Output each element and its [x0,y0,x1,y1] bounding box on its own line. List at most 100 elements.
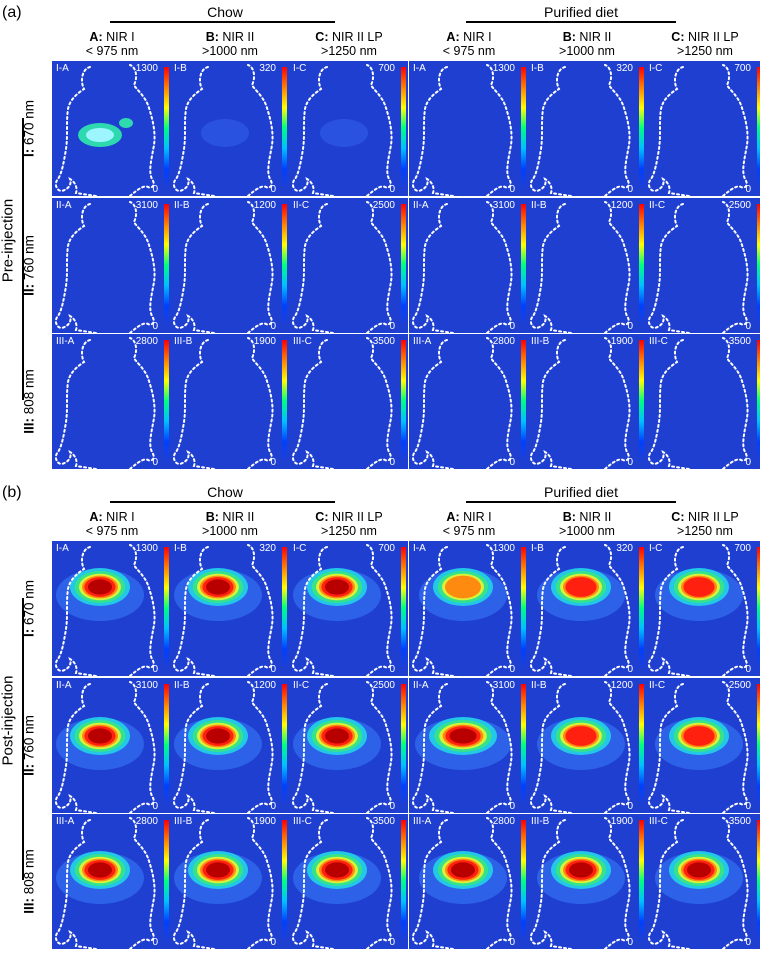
column-header: C: NIR II LP >1250 nm [289,30,409,58]
mouse-image [529,337,631,469]
colorbar-max: 1300 [492,543,515,554]
colorbar-max: 1900 [610,816,633,827]
colorbar-min: 0 [152,184,158,195]
mouse-image [411,201,513,333]
tile-label: I-C [293,543,307,554]
colorbar [757,204,760,326]
mouse-outline [172,681,274,813]
mouse-image [529,681,631,813]
colorbar [521,547,526,669]
colorbar-max: 2500 [728,200,751,211]
colorbar-max: 700 [378,63,395,74]
column-name: NIR II [575,510,612,524]
colorbar-max: 1200 [253,680,276,691]
mouse-outline [647,681,749,813]
colorbar [282,340,287,462]
colorbar-max: 1900 [253,816,276,827]
column-header: B: NIR II >1000 nm [527,30,647,58]
colorbar-max: 3500 [728,336,751,347]
image-tile: III-B 1900 0 [527,814,646,949]
mouse-image [54,544,156,676]
mouse-image [291,201,393,333]
column-filter: B: NIR II [527,30,647,44]
column-range: >1000 nm [202,44,258,58]
column-range: < 975 nm [85,44,139,58]
colorbar [639,204,644,326]
mouse-image [647,681,749,813]
column-header: B: NIR II >1000 nm [527,510,647,538]
mouse-outline [54,64,156,196]
colorbar-max: 1300 [135,63,158,74]
colorbar [757,67,760,189]
colorbar [282,820,287,942]
mouse-outline [647,544,749,676]
row-label: II: 760 nm [22,696,37,796]
image-tile: II-A 3100 0 [52,198,171,333]
group-underline [466,501,676,503]
signal-blob [320,119,368,147]
group-underline [466,21,676,23]
image-tile: I-A 1300 0 [409,61,528,196]
mouse-outline [54,544,156,676]
colorbar-min: 0 [389,457,395,468]
mouse-image [411,817,513,949]
tile-label: II-A [413,200,429,211]
mouse-outline [529,544,631,676]
row-label: I: 670 nm [22,79,37,179]
tile-label: I-B [174,543,187,554]
column-filter: C: NIR II LP [289,510,409,524]
row-label-bold: I: [21,628,37,638]
colorbar-max: 1900 [610,336,633,347]
colorbar-max: 1900 [253,336,276,347]
colorbar [639,820,644,942]
column-letter: A: [89,510,103,524]
mouse-outline [529,64,631,196]
mouse-image [647,337,749,469]
colorbar [757,820,760,942]
colorbar [282,204,287,326]
tile-label: II-A [413,680,429,691]
column-letter: A: [446,510,460,524]
mouse-outline [54,817,156,949]
colorbar-min: 0 [270,321,276,332]
colorbar-min: 0 [389,664,395,675]
column-filter: B: NIR II [170,30,290,44]
mouse-image [529,544,631,676]
column-letter: C: [315,30,329,44]
colorbar-min: 0 [152,937,158,948]
column-range: >1250 nm [677,44,733,58]
tile-label: I-A [56,543,69,554]
mouse-image [172,681,274,813]
mouse-image [172,817,274,949]
signal-blob [569,862,593,878]
mouse-outline [411,337,513,469]
tile-label: III-A [413,336,432,347]
colorbar-min: 0 [745,664,751,675]
row-label-bold: III: [21,418,37,434]
column-header: C: NIR II LP >1250 nm [289,510,409,538]
row-label: I: 670 nm [22,559,37,659]
mouse-image [291,337,393,469]
mouse-outline [291,544,393,676]
column-header: B: NIR II >1000 nm [170,510,290,538]
colorbar-max: 320 [616,543,633,554]
column-letter: A: [446,30,460,44]
column-range: < 975 nm [442,44,496,58]
colorbar-max: 320 [259,543,276,554]
tile-label: III-B [531,336,550,347]
column-range: >1250 nm [321,44,377,58]
image-tile: II-C 2500 0 [289,198,408,333]
mouse-image [411,337,513,469]
colorbar [164,684,169,806]
colorbar [757,684,760,806]
colorbar-min: 0 [509,664,515,675]
column-header: B: NIR II >1000 nm [170,30,290,58]
mouse-outline [529,201,631,333]
image-tile: III-B 1900 0 [170,334,289,469]
colorbar-min: 0 [270,664,276,675]
colorbar-max: 2800 [492,336,515,347]
colorbar-min: 0 [270,184,276,195]
colorbar [164,547,169,669]
colorbar [282,547,287,669]
colorbar-max: 700 [734,63,751,74]
